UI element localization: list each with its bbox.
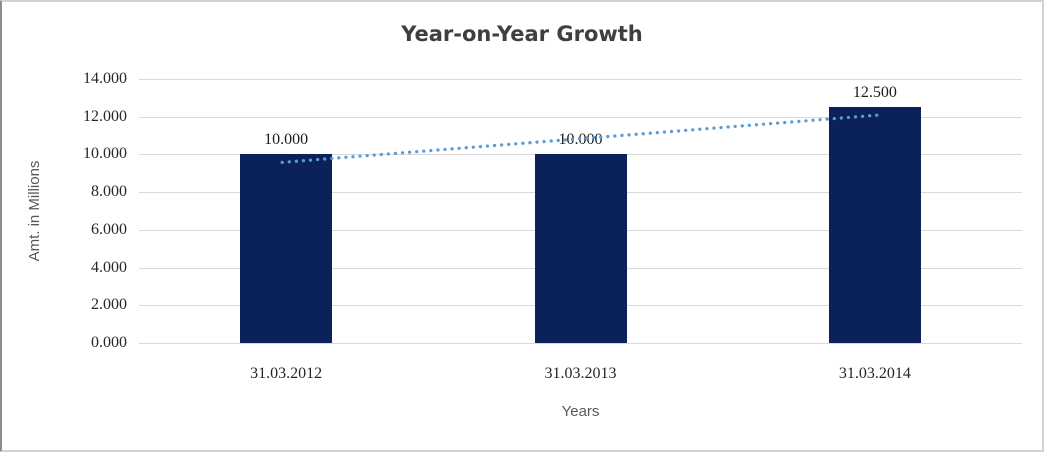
plot-area: 0.000 2.000 4.000 6.000 8.000 10.000 12.000 14.… — [83, 71, 1022, 351]
y-axis-tick-label: 2.000 — [91, 296, 127, 314]
x-axis-title: Years — [561, 403, 600, 420]
y-axis-tick-label: 10.000 — [83, 145, 127, 163]
bar-31.03.2012 — [240, 154, 333, 343]
y-axis-tick-label: 12.000 — [83, 107, 127, 125]
trendline — [280, 113, 879, 164]
x-axis-tick-label: 31.03.2012 — [250, 365, 323, 382]
x-axis-tick-label: 31.03.2014 — [838, 365, 911, 382]
x-axis-tick-label: 31.03.2013 — [544, 365, 617, 382]
bar-31.03.2014 — [828, 107, 921, 343]
y-axis-tick-label: 8.000 — [91, 183, 127, 201]
y-axis-title-text: Amt. in Millions — [26, 160, 43, 262]
y-axis-tick-label: 0.000 — [91, 334, 127, 351]
data-label: 10.000 — [264, 131, 309, 149]
chart-title: Year-on-Year Growth — [401, 22, 643, 46]
y-axis-tick-label: 14.000 — [83, 70, 127, 87]
data-label: 12.500 — [852, 84, 897, 102]
y-axis-tick-label: 6.000 — [91, 220, 127, 238]
y-axis-tick-label: 4.000 — [91, 258, 127, 276]
gridline — [139, 116, 1022, 118]
gridline — [139, 343, 1022, 344]
gridline — [139, 79, 1022, 80]
bar-31.03.2013 — [534, 154, 627, 343]
